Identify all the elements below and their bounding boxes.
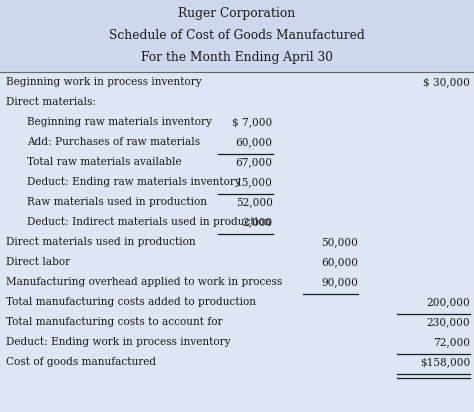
Text: $ 7,000: $ 7,000 [232, 117, 273, 127]
Text: 230,000: 230,000 [427, 317, 470, 327]
Text: Deduct: Indirect materials used in production: Deduct: Indirect materials used in produ… [27, 218, 271, 227]
Text: Add: Purchases of raw materials: Add: Purchases of raw materials [27, 138, 200, 147]
Text: Manufacturing overhead applied to work in process: Manufacturing overhead applied to work i… [6, 277, 282, 287]
Text: 72,000: 72,000 [433, 337, 470, 347]
Text: 2,000: 2,000 [242, 218, 273, 227]
Text: Total raw materials available: Total raw materials available [27, 157, 182, 167]
Text: Raw materials used in production: Raw materials used in production [27, 197, 207, 207]
Text: Direct materials:: Direct materials: [6, 98, 96, 108]
Text: 67,000: 67,000 [236, 157, 273, 167]
Text: 90,000: 90,000 [321, 277, 358, 287]
Text: 50,000: 50,000 [321, 237, 358, 247]
Text: Schedule of Cost of Goods Manufactured: Schedule of Cost of Goods Manufactured [109, 29, 365, 42]
Text: For the Month Ending April 30: For the Month Ending April 30 [141, 51, 333, 64]
Text: Beginning work in process inventory: Beginning work in process inventory [6, 77, 201, 87]
Text: Direct materials used in production: Direct materials used in production [6, 237, 195, 247]
Text: 60,000: 60,000 [321, 257, 358, 267]
Text: 15,000: 15,000 [236, 178, 273, 187]
Text: Deduct: Ending raw materials inventory: Deduct: Ending raw materials inventory [27, 178, 241, 187]
Text: Total manufacturing costs added to production: Total manufacturing costs added to produ… [6, 297, 255, 307]
Text: 200,000: 200,000 [427, 297, 470, 307]
Text: Direct labor: Direct labor [6, 257, 70, 267]
Bar [0, 0, 474, 72]
Text: Total manufacturing costs to account for: Total manufacturing costs to account for [6, 317, 222, 327]
Text: Ruger Corporation: Ruger Corporation [178, 7, 296, 21]
Text: Deduct: Ending work in process inventory: Deduct: Ending work in process inventory [6, 337, 230, 347]
Text: 52,000: 52,000 [236, 197, 273, 207]
Text: $158,000: $158,000 [420, 357, 470, 367]
Text: $ 30,000: $ 30,000 [423, 77, 470, 87]
Text: Cost of goods manufactured: Cost of goods manufactured [6, 357, 156, 367]
Text: Beginning raw materials inventory: Beginning raw materials inventory [27, 117, 212, 127]
Text: 60,000: 60,000 [236, 138, 273, 147]
